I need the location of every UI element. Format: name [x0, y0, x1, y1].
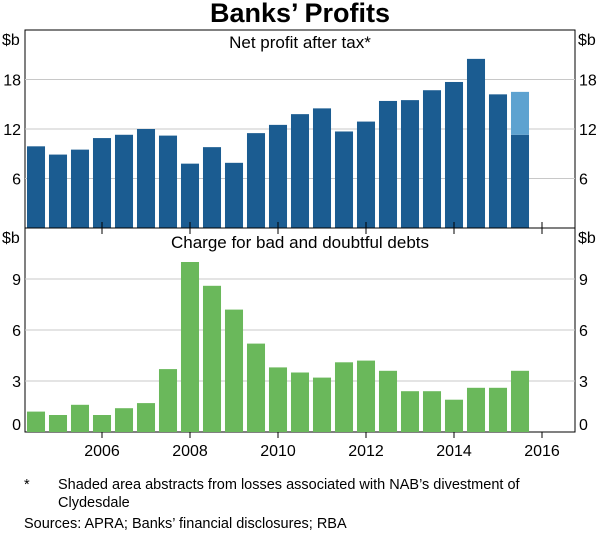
top-bar: [334, 131, 354, 228]
bottom-bar: [26, 411, 46, 432]
x-tick-label: 2010: [260, 443, 296, 460]
bottom-bar: [510, 370, 530, 432]
top-bar: [400, 100, 420, 228]
panel-bottom-unit-right: $b: [578, 230, 596, 247]
top-ytick-right: 18: [579, 73, 597, 90]
bottom-bar: [268, 367, 288, 432]
bottom-ytick-left: 3: [12, 374, 21, 391]
top-ytick-right: 6: [579, 172, 588, 189]
bottom-bar: [422, 391, 442, 432]
bottom-ytick-right: 3: [579, 374, 588, 391]
top-ytick-left: 6: [12, 172, 21, 189]
top-bar: [378, 100, 398, 228]
panel-top-title: Net profit after tax*: [229, 33, 371, 52]
top-bar: [26, 146, 46, 228]
bottom-bar: [180, 262, 200, 432]
bottom-bar: [466, 387, 486, 432]
sources: Sources: APRA; Banks’ financial disclosu…: [24, 516, 347, 532]
panel-bottom-title: Charge for bad and doubtful debts: [171, 233, 429, 252]
footnote: * Shaded area abstracts from losses asso…: [24, 476, 572, 512]
x-tick-label: 2014: [436, 443, 472, 460]
top-bar: [136, 129, 156, 228]
bottom-bar: [290, 372, 310, 432]
top-bar: [290, 114, 310, 228]
bottom-bar: [488, 387, 508, 432]
top-bar: [510, 134, 530, 228]
top-bar: [158, 135, 178, 228]
top-bar: [246, 133, 266, 228]
top-bar: [356, 121, 376, 228]
chart-title: Banks’ Profits: [210, 0, 390, 28]
bottom-ytick-right: 9: [579, 272, 588, 289]
bottom-bar: [378, 370, 398, 432]
bottom-ytick-left: 9: [12, 272, 21, 289]
top-bar: [422, 90, 442, 228]
top-bar: [70, 149, 90, 228]
top-bar: [312, 108, 332, 228]
x-axis: 2006 2008 2010 2012 2014 2016: [84, 222, 560, 460]
top-bar: [48, 154, 68, 228]
panel-top-unit-right: $b: [578, 32, 596, 49]
x-tick-label: 2006: [84, 443, 120, 460]
top-bar: [180, 163, 200, 228]
bottom-bar: [224, 309, 244, 432]
bottom-bar: [444, 399, 464, 432]
top-bar: [444, 81, 464, 228]
bottom-ytick-left: 0: [12, 417, 21, 434]
top-bar: [268, 124, 288, 228]
bottom-bar: [400, 391, 420, 432]
bottom-bar: [92, 415, 112, 432]
x-tick-label: 2008: [172, 443, 208, 460]
top-bar: [224, 162, 244, 228]
top-bar-shaded: [510, 91, 530, 135]
top-ytick-left: 12: [3, 122, 21, 139]
top-ytick-right: 12: [579, 122, 597, 139]
panel-bottom-unit-left: $b: [2, 230, 20, 247]
bottom-bar: [114, 408, 134, 432]
x-tick-label: 2016: [524, 443, 560, 460]
footnote-text: Shaded area abstracts from losses associ…: [58, 477, 520, 511]
bottom-ytick-right: 6: [579, 323, 588, 340]
bottom-ytick-left: 6: [12, 323, 21, 340]
top-bar: [466, 58, 486, 228]
bottom-bar: [136, 403, 156, 432]
top-bar: [92, 138, 112, 228]
bottom-bar: [356, 360, 376, 432]
panel-bad-debts: Charge for bad and doubtful debts $b $b …: [2, 227, 596, 434]
panel-top-unit-left: $b: [2, 32, 20, 49]
footnote-marker: *: [24, 477, 30, 493]
top-bar: [488, 94, 508, 228]
top-bar: [114, 134, 134, 228]
bottom-bar: [158, 369, 178, 432]
bottom-ytick-right: 0: [579, 417, 588, 434]
x-tick-label: 2012: [348, 443, 384, 460]
top-bar: [202, 147, 222, 228]
panel-net-profit: Net profit after tax* $b $b 6 6 12 12 18 18: [2, 29, 597, 229]
bottom-bar: [334, 362, 354, 432]
bottom-bar: [70, 404, 90, 432]
top-ytick-left: 18: [3, 73, 21, 90]
bottom-bar: [246, 343, 266, 432]
bottom-bar: [202, 285, 222, 432]
bottom-bar: [48, 415, 68, 432]
bottom-bar: [312, 377, 332, 432]
